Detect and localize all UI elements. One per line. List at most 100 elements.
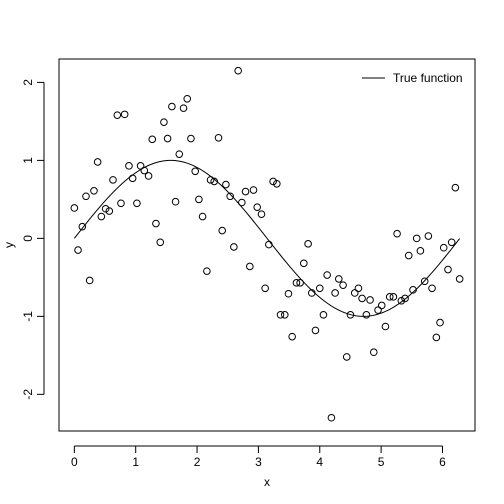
data-point xyxy=(366,296,374,304)
data-point xyxy=(432,333,441,342)
y-tick-label: -2 xyxy=(21,389,35,400)
data-point xyxy=(249,186,258,194)
data-point xyxy=(409,286,417,294)
data-point xyxy=(342,353,351,361)
data-point xyxy=(424,232,433,240)
data-point xyxy=(210,177,219,186)
data-point xyxy=(195,195,203,204)
data-point xyxy=(311,326,320,335)
legend-entry-true-function: True function xyxy=(393,71,463,85)
data-point xyxy=(140,166,149,175)
data-point xyxy=(397,296,406,305)
x-axis: 0 1 2 3 4 5 6 xyxy=(71,445,446,469)
y-axis-label: y xyxy=(2,242,16,248)
x-tick-label: 5 xyxy=(378,455,385,469)
data-point xyxy=(369,348,378,357)
data-point xyxy=(444,265,452,274)
data-point xyxy=(218,226,227,235)
y-tick-label: 1 xyxy=(21,157,35,164)
data-point xyxy=(420,277,429,286)
plot-frame xyxy=(58,58,476,432)
data-point xyxy=(315,284,324,293)
data-point xyxy=(128,174,137,183)
data-point xyxy=(148,135,157,144)
data-point xyxy=(404,251,413,260)
data-point xyxy=(307,289,316,297)
data-point xyxy=(323,271,331,279)
data-point xyxy=(377,301,386,310)
y-tick-label: 2 xyxy=(21,79,35,86)
data-point xyxy=(168,102,176,111)
data-point xyxy=(331,289,339,297)
data-point xyxy=(230,243,238,251)
data-point xyxy=(412,234,421,243)
data-point xyxy=(273,179,281,188)
data-point xyxy=(374,306,382,314)
data-point xyxy=(265,240,273,249)
data-point xyxy=(163,134,172,143)
data-point xyxy=(238,198,246,207)
x-tick-label: 0 xyxy=(71,455,78,469)
data-point xyxy=(90,187,98,195)
data-point xyxy=(203,267,211,275)
legend: True function xyxy=(362,71,463,85)
data-point xyxy=(300,259,308,268)
x-tick-label: 2 xyxy=(194,455,201,469)
data-point xyxy=(447,238,456,247)
data-point xyxy=(261,284,269,293)
data-point xyxy=(74,246,82,254)
data-point xyxy=(436,318,444,327)
data-point xyxy=(269,177,277,186)
data-point xyxy=(187,134,195,143)
data-point xyxy=(97,212,106,221)
data-point xyxy=(451,183,460,192)
data-point xyxy=(304,240,312,248)
data-point xyxy=(133,199,141,208)
data-point xyxy=(241,187,250,196)
data-point xyxy=(253,203,261,211)
data-point xyxy=(120,110,129,119)
data-point xyxy=(296,279,304,287)
x-tick-label: 3 xyxy=(255,455,262,469)
data-point xyxy=(70,204,79,212)
data-point xyxy=(171,197,180,206)
data-point xyxy=(125,162,133,170)
data-point xyxy=(82,192,90,201)
y-tick-label: -1 xyxy=(21,311,35,322)
data-point xyxy=(198,212,207,221)
data-point xyxy=(257,210,266,218)
y-axis: -2 -1 0 1 2 xyxy=(21,79,45,400)
data-point xyxy=(350,289,359,297)
data-point xyxy=(416,247,425,255)
data-point xyxy=(389,293,398,301)
data-point xyxy=(183,94,192,103)
data-point xyxy=(455,275,464,283)
data-point xyxy=(276,311,285,319)
data-point xyxy=(144,172,153,180)
y-tick-label: 0 xyxy=(21,235,35,242)
data-point xyxy=(109,176,117,184)
data-point xyxy=(393,229,401,238)
data-point xyxy=(175,150,184,158)
data-point xyxy=(136,162,145,170)
data-point xyxy=(381,322,390,331)
data-point xyxy=(327,413,336,422)
data-point xyxy=(222,180,230,189)
data-point xyxy=(385,293,394,301)
data-point xyxy=(362,311,371,319)
data-point xyxy=(152,219,160,228)
data-point xyxy=(428,284,436,293)
data-point xyxy=(284,289,293,298)
data-point xyxy=(288,332,296,341)
data-point xyxy=(78,222,87,231)
data-point xyxy=(160,118,168,126)
data-point xyxy=(439,243,448,252)
data-point xyxy=(179,104,188,112)
data-point xyxy=(226,192,234,201)
data-point xyxy=(346,311,355,319)
data-point xyxy=(214,133,223,142)
data-point xyxy=(156,238,165,247)
data-point xyxy=(85,276,94,285)
data-point xyxy=(113,111,122,119)
